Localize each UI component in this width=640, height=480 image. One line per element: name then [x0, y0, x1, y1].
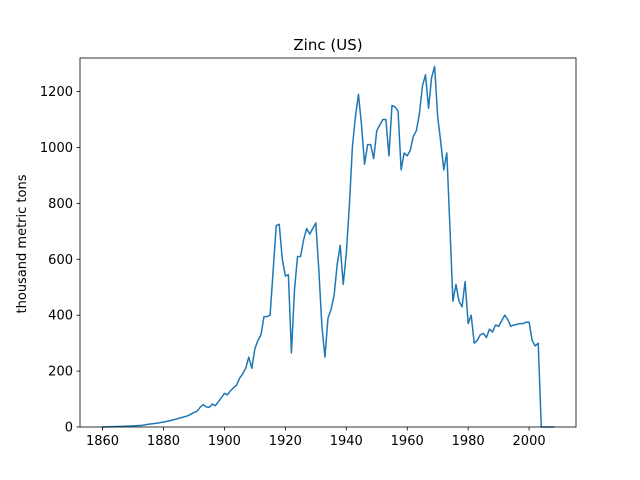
y-tick-label-0: 0: [65, 421, 73, 436]
x-tick-label-1940: 1940: [330, 434, 363, 449]
x-tick-label-1960: 1960: [391, 434, 424, 449]
x-tick-label-1880: 1880: [147, 434, 180, 449]
plot-area: 1860 1880 1900 1920 1940 1960 1980 2000 0 200 400 6…: [40, 57, 577, 449]
y-axis-label: thousand metric tons: [15, 174, 30, 313]
series-line-0: [101, 65, 555, 428]
y-tick-label-600: 600: [48, 253, 73, 268]
x-tick-label-2000: 2000: [513, 434, 546, 449]
x-tick-label-1900: 1900: [208, 434, 241, 449]
axes-frame: [79, 57, 577, 428]
x-tick-label-1860: 1860: [86, 434, 119, 449]
x-tick-label-1980: 1980: [452, 434, 485, 449]
y-tick-label-1000: 1000: [40, 141, 73, 156]
y-tick-label-400: 400: [48, 309, 73, 324]
chart-title: Zinc (US): [293, 36, 362, 54]
y-tick-label-200: 200: [48, 365, 73, 380]
x-tick-label-1920: 1920: [269, 434, 302, 449]
y-tick-label-1200: 1200: [40, 85, 73, 100]
y-tick-label-800: 800: [48, 197, 73, 212]
